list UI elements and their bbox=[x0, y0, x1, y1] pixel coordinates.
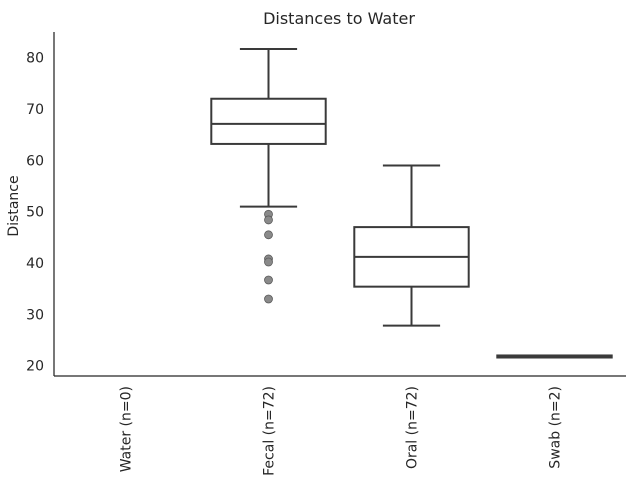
outlier-point bbox=[264, 294, 273, 304]
plot-area bbox=[210, 47, 613, 359]
y-axis-title: Distance bbox=[6, 175, 22, 236]
chart-title: Distances to Water bbox=[263, 9, 415, 28]
y-tick-label: 80 bbox=[26, 51, 44, 67]
x-tick-label: Water (n=0) bbox=[119, 386, 135, 472]
outlier-point bbox=[264, 215, 273, 225]
x-tick-label: Swab (n=2) bbox=[548, 386, 564, 469]
y-tick-label: 70 bbox=[26, 102, 44, 118]
box-group bbox=[353, 164, 470, 327]
y-tick-label: 40 bbox=[26, 256, 44, 272]
y-tick-label: 30 bbox=[26, 307, 44, 323]
outlier-point bbox=[264, 275, 273, 285]
y-tick-label: 60 bbox=[26, 153, 44, 169]
outlier-point bbox=[264, 257, 273, 267]
x-tick-label: Oral (n=72) bbox=[405, 386, 421, 469]
x-tick-label: Fecal (n=72) bbox=[262, 386, 278, 476]
y-tick-label: 20 bbox=[26, 359, 44, 375]
outlier-point bbox=[264, 230, 273, 240]
box-group bbox=[210, 47, 327, 304]
axes: 20 30 40 50 60 70 80 Water (n=0) Fecal (n=72) Ora… bbox=[26, 32, 626, 476]
y-tick-label: 50 bbox=[26, 205, 44, 221]
box-iqr bbox=[210, 97, 327, 145]
box-group bbox=[496, 354, 613, 359]
